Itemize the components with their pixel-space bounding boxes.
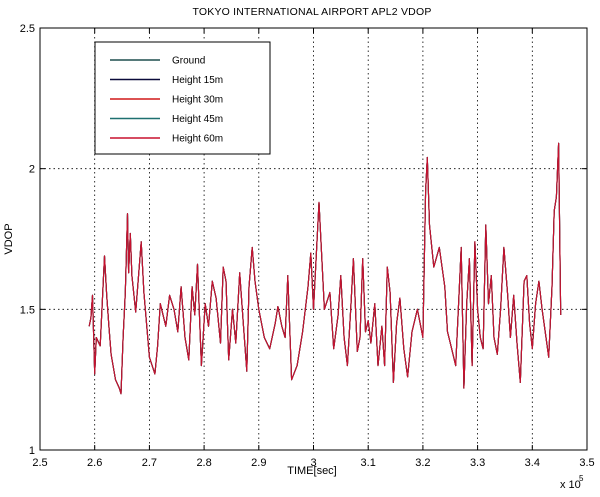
x-tick-label: 2.8 (196, 457, 211, 469)
y-tick-label: 2 (29, 164, 35, 176)
y-tick-label: 1 (29, 445, 35, 457)
series-line-height-15m (88, 142, 562, 395)
series-line-height-45m (88, 142, 562, 395)
x-axis-label: TIME[sec] (287, 465, 337, 477)
legend-label-ground: Ground (172, 56, 205, 67)
x-tick-label: 2.9 (251, 457, 266, 469)
x-tick-label: 3.3 (470, 457, 485, 469)
legend-label-height-30m: Height 30m (172, 95, 223, 106)
series-line-ground (88, 142, 562, 395)
x-tick-label: 2.5 (32, 457, 47, 469)
y-tick-label: 2.5 (20, 23, 35, 35)
x-tick-label: 3.4 (525, 457, 540, 469)
x-tick-label: 3.1 (361, 457, 376, 469)
x-multiplier-exponent: 5 (579, 474, 584, 483)
y-axis-label: VDOP (3, 223, 15, 254)
series-line-height-60m (88, 142, 562, 395)
y-tick-label: 1.5 (20, 304, 35, 316)
x-tick-label: 3.2 (415, 457, 430, 469)
grid-lines (40, 28, 587, 450)
x-axis-ticks: 2.5 2.6 2.7 2.8 2.9 3 3.1 3.2 3.3 3.4 3.5 (32, 28, 595, 469)
x-tick-label: 3 (310, 457, 316, 469)
series-line-height-30m (88, 142, 562, 395)
chart-title: TOKYO INTERNATIONAL AIRPORT APL2 VDOP (192, 6, 431, 18)
legend: Ground Height 15m Height 30m Height 45m Heig… (94, 41, 271, 155)
x-tick-label: 2.7 (142, 457, 157, 469)
legend-label-height-60m: Height 60m (172, 134, 223, 145)
legend-label-height-45m: Height 45m (172, 114, 223, 125)
legend-entries: Ground Height 15m Height 30m Height 45m Heig… (110, 56, 223, 145)
x-multiplier: x 10 5 (560, 474, 584, 491)
series-lines (88, 142, 562, 395)
legend-label-height-15m: Height 15m (172, 75, 223, 86)
x-multiplier-base: x 10 (560, 479, 581, 491)
x-tick-label: 2.6 (87, 457, 102, 469)
y-axis-ticks: 1 1.5 2 2.5 (20, 23, 587, 457)
x-tick-label: 3.5 (579, 457, 594, 469)
